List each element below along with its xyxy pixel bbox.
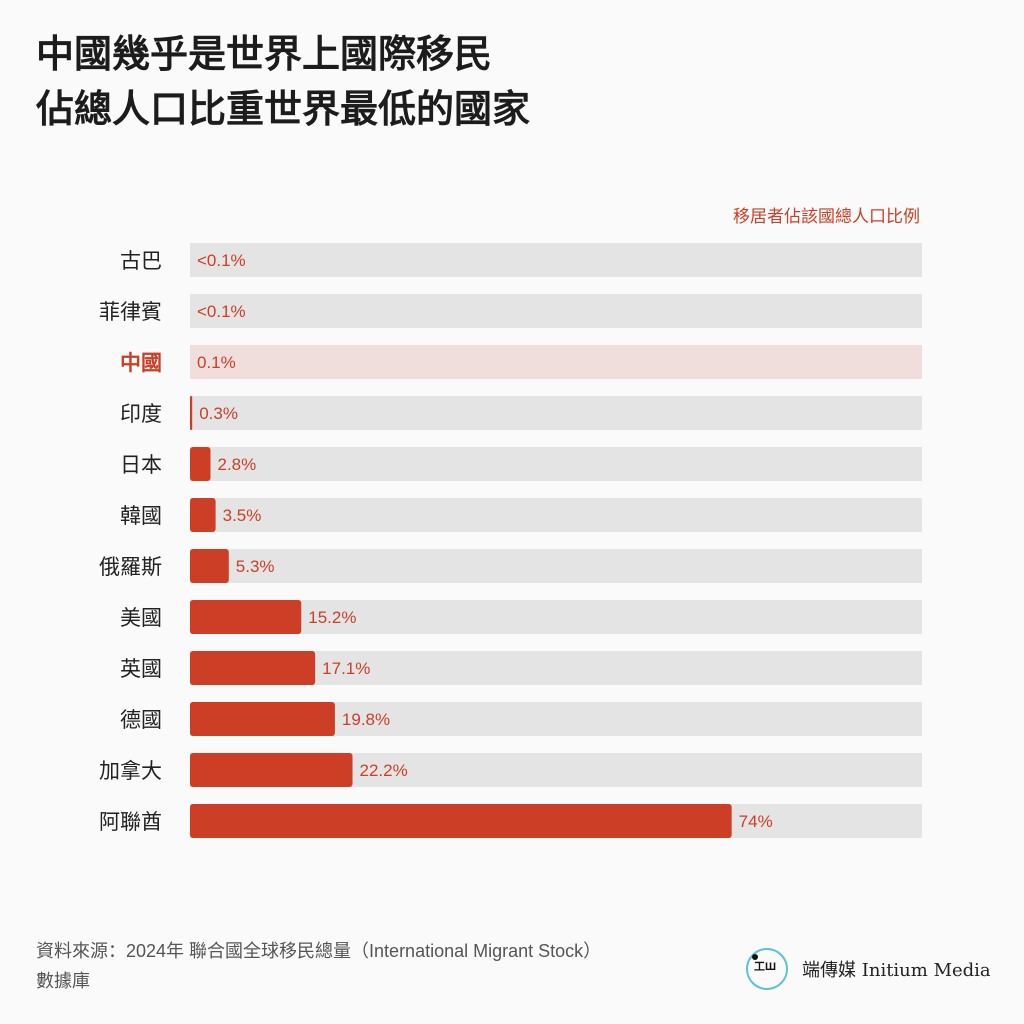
bar-track [190,498,922,532]
value-label: <0.1% [197,302,246,321]
bar [190,447,211,481]
value-label: 17.1% [322,659,370,678]
category-label: 英國 [120,658,162,681]
unit-label: 移居者佔該國總人口比例 [733,207,920,226]
bar-track [190,294,922,328]
value-label: 3.5% [223,506,262,525]
category-label: 加拿大 [99,759,162,783]
value-label: 22.2% [360,761,408,780]
value-label: 15.2% [308,608,356,627]
bar-track [190,600,922,634]
bar-track [190,345,922,379]
value-label: 5.3% [236,557,275,576]
category-label: 菲律賓 [99,301,162,324]
initium-logo: 工Ш 端傳媒 Initium Media [746,948,991,990]
title-line-2: 佔總人口比重世界最低的國家 [36,89,531,131]
value-label: 19.8% [342,710,390,729]
category-label: 古巴 [120,250,162,273]
category-label: 阿聯酋 [99,811,162,834]
bar [190,600,302,634]
bar-track [190,447,922,481]
source-line-2: 數據庫 [36,971,90,991]
bar [190,804,732,838]
value-label: <0.1% [197,251,246,270]
bar-track [190,396,922,430]
category-label: 德國 [120,709,162,732]
category-label: 印度 [120,403,162,426]
category-label: 韓國 [120,505,162,528]
category-label: 俄羅斯 [99,556,162,579]
category-label: 日本 [120,454,162,477]
category-label: 中國 [120,352,162,375]
logo-icon: 工Ш [746,948,788,990]
bar-track [190,549,922,583]
bar [190,549,229,583]
bar [190,396,193,430]
bar [190,651,316,685]
value-label: 2.8% [217,455,256,474]
value-label: 0.1% [197,353,236,372]
bar-track [190,243,922,277]
source-note: 資料來源：2024年 聯合國全球移民總量（International Migra… [36,936,716,996]
bar [190,702,335,736]
source-line-1: 資料來源：2024年 聯合國全球移民總量（International Migra… [36,941,602,961]
title-line-1: 中國幾乎是世界上國際移民 [36,34,493,76]
chart-title: 中國幾乎是世界上國際移民 佔總人口比重世界最低的國家 [36,28,530,138]
bar [190,753,353,787]
category-label: 美國 [120,607,162,630]
bar [190,498,216,532]
value-label: 0.3% [199,404,238,423]
value-label: 74% [739,812,773,831]
logo-text: 端傳媒 Initium Media [802,960,991,981]
